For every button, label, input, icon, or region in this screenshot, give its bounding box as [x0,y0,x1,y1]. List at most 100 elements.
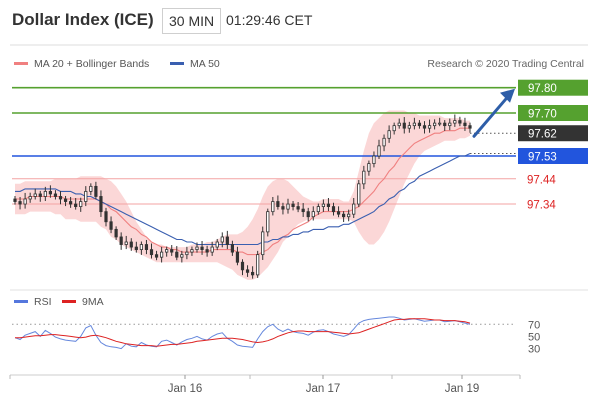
level-tag-97-34: 97.34 [527,200,556,212]
candle-body [94,185,98,197]
candle [271,196,275,216]
candle [331,202,336,216]
candle [48,185,52,198]
candle [124,235,128,250]
candle [149,243,154,259]
candle [245,265,250,277]
candle [468,122,472,133]
candle-body [271,201,275,213]
candle-body [230,244,234,253]
candle-body [23,198,27,205]
candle [301,203,305,217]
candle-body [154,254,159,258]
candle-body [18,201,22,205]
candle [235,246,240,266]
candle-body [43,191,47,197]
rsi-line [14,316,471,350]
x-axis-ticks: Jan 16 Jan 17 Jan 19 [9,375,521,395]
candle [225,230,229,250]
candle-body [124,241,128,245]
candle [266,208,270,237]
rsi-tick-label: 30 [528,344,540,356]
candle [190,246,194,256]
candle-body [357,183,361,205]
candle [180,250,184,263]
candle [281,202,285,215]
candle-body [63,198,68,202]
candle-body [215,241,219,248]
candle-body [180,254,184,258]
candle-body [387,130,391,139]
x-tick-label: Jan 19 [445,383,480,395]
ma20-line [15,127,470,256]
candle-body [458,120,462,124]
candle-body [256,254,260,276]
candle [43,186,47,202]
candle-body [281,206,285,210]
candle-body [53,193,58,197]
level-tag-label: 97.70 [528,109,557,121]
candle [372,151,376,168]
candle-body [170,249,174,253]
candle-body [48,191,52,195]
rsi-legend-swatch [14,300,28,303]
candle [377,139,381,160]
candle [256,250,260,278]
candle [427,119,432,133]
candle [230,240,234,256]
rsi-legend: RSI 9MA [14,296,104,308]
candle [448,118,452,131]
candle [291,201,295,211]
candle [74,197,78,210]
forecast-arrow-head [500,88,515,103]
candle [84,186,88,207]
candle [336,206,341,218]
candle [417,120,422,129]
candle [352,197,356,218]
candlestick-layer [13,114,472,279]
instrument-title: Dollar Index (ICE) [12,10,154,29]
candle [160,246,164,263]
candle [392,122,396,135]
candle-body [190,249,194,253]
candle-body [427,125,432,129]
candle-body [377,145,381,157]
rsi-ma-line [15,318,471,347]
candle [240,259,245,276]
candle [402,117,406,134]
levels-layer [12,86,516,205]
candle [296,202,300,213]
candle [443,120,447,131]
candle [453,114,457,127]
candle-body [74,203,78,207]
candle-body [448,122,452,127]
candle-body [352,203,356,215]
candle [220,232,224,248]
candle-body [69,201,73,205]
candle [99,190,103,217]
candle [185,246,189,260]
legend-swatch-ma20 [14,62,28,65]
candle-body [306,211,310,218]
candle-body [336,211,341,215]
candle-body [453,120,457,124]
candle [104,207,108,227]
candle [114,226,118,240]
ma50-line [15,153,471,246]
candle-body [296,206,300,210]
candle [357,180,361,208]
candle-body [104,211,108,223]
candle [38,190,42,202]
rsi-tick-label: 70 [528,319,540,331]
candle [134,241,138,253]
candle-body [412,122,416,127]
bollinger-band-layer [15,110,470,280]
legend-swatch-ma50 [170,62,184,65]
candle-body [311,211,315,218]
interval-badge[interactable]: 30 MIN [162,8,222,34]
candle-body [79,201,83,207]
candle-body [468,125,472,129]
candle-body [286,203,290,210]
